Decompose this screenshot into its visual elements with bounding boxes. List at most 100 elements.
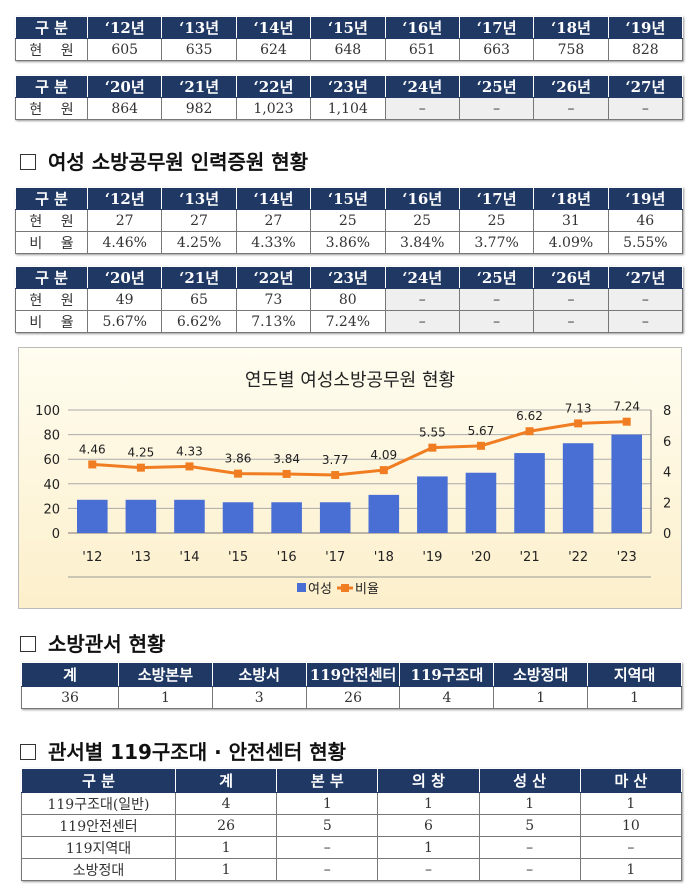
column-header: ‘14년 xyxy=(235,16,312,39)
column-header: 본 부 xyxy=(276,768,379,793)
staff-table-2012-2019: 구 분 ‘12년 ‘13년 ‘14년 ‘15년 ‘16년 ‘17년 ‘18년 ‘19년 현 원 60… xyxy=(15,16,684,61)
point-ratio xyxy=(476,441,485,450)
column-header: 마 산 xyxy=(579,768,683,793)
column-header: 119안전센터 xyxy=(305,662,401,687)
table-cell: 1 xyxy=(579,858,683,881)
header-row: 구 분 ‘20년 ‘21년 ‘22년 ‘23년 ‘24년 ‘25년 ‘26년 ‘27년 xyxy=(15,266,684,289)
table-row: 소방정대 1– – –1 xyxy=(21,858,683,881)
bar-women xyxy=(271,502,302,533)
y2-tick-label: 8 xyxy=(663,404,671,419)
header-row: 구 분 ‘12년 ‘13년 ‘14년 ‘15년 ‘16년 ‘17년 ‘18년 ‘19년 xyxy=(15,187,684,210)
x-tick-label: '22 xyxy=(568,550,588,565)
column-header: ‘19년 xyxy=(607,187,684,210)
table-cell: 6 xyxy=(377,814,480,837)
table-cell: 10 xyxy=(579,814,683,837)
row-label: 현 원 xyxy=(15,288,88,311)
table-cell: – xyxy=(458,288,535,311)
table-cell: – xyxy=(607,310,684,333)
bar-women xyxy=(77,499,108,533)
column-header: ‘13년 xyxy=(161,187,237,210)
legend-label-ratio: 비율 xyxy=(355,582,379,597)
table-cell: 65 xyxy=(161,288,237,311)
table-cell: 1,023 xyxy=(235,97,312,120)
legend-label-women: 여성 xyxy=(308,582,332,597)
table-cell: – xyxy=(607,288,684,311)
section-title-text: 관서별 119구조대 · 안전센터 현황 xyxy=(48,740,346,764)
table-cell: 1 xyxy=(174,836,278,859)
staff-table-2020-2027: 구 분 ‘20년 ‘21년 ‘22년 ‘23년 ‘24년 ‘25년 ‘26년 ‘27년 현 원 86… xyxy=(15,75,684,120)
row-label: 현 원 xyxy=(15,97,88,120)
table-cell: – xyxy=(458,97,535,120)
row-label: 36 xyxy=(21,686,119,709)
bar-women xyxy=(417,476,448,533)
y2-tick-label: 0 xyxy=(663,527,671,542)
y-tick-label: 40 xyxy=(43,478,60,493)
table-cell: 5.67% xyxy=(86,310,163,333)
column-header: 구 분 xyxy=(15,187,88,210)
section-title-stations: 소방관서 현황 xyxy=(20,628,165,657)
x-tick-label: '18 xyxy=(374,550,394,565)
point-ratio xyxy=(379,466,388,475)
column-header: ‘22년 xyxy=(235,75,312,98)
column-header: ‘23년 xyxy=(310,266,386,289)
table-cell: – xyxy=(607,97,684,120)
data-label: 3.84 xyxy=(273,452,300,466)
table-row: 현 원 27 27 27 25 25 25 31 46 xyxy=(15,209,684,232)
table-cell: 1 xyxy=(579,792,683,815)
data-label: 3.86 xyxy=(225,452,252,466)
data-label: 6.62 xyxy=(516,409,543,423)
column-header: ‘18년 xyxy=(533,187,609,210)
column-header: ‘21년 xyxy=(161,75,237,98)
row-label: 119지역대 xyxy=(21,836,176,859)
column-header: ‘23년 xyxy=(310,75,386,98)
table-cell: 663 xyxy=(458,38,535,61)
column-header: 계 xyxy=(174,768,278,793)
column-header: 구 분 xyxy=(15,16,88,39)
column-header: 지역대 xyxy=(587,662,682,687)
table-cell: 4 xyxy=(399,686,495,709)
table-row: 36 1 3 26 4 1 1 xyxy=(21,686,682,709)
checkbox-bullet-icon xyxy=(20,636,36,652)
bar-women xyxy=(611,434,642,533)
line-ratio xyxy=(92,420,627,477)
column-header: ‘24년 xyxy=(384,266,460,289)
table-cell: 4.25% xyxy=(161,231,237,254)
point-ratio xyxy=(331,471,340,480)
data-label: 3.77 xyxy=(322,453,349,467)
bar-women xyxy=(562,443,594,533)
column-header: ‘15년 xyxy=(310,187,386,210)
table-cell: 3.77% xyxy=(458,231,535,254)
bar-women xyxy=(222,502,254,533)
table-cell: 828 xyxy=(607,38,684,61)
women-table-2020-2027: 구 분 ‘20년 ‘21년 ‘22년 ‘23년 ‘24년 ‘25년 ‘26년 ‘27년 현 원 49… xyxy=(15,266,684,333)
table-row: 현 원 605 635 624 648 651 663 758 828 xyxy=(15,38,684,61)
table-cell: – xyxy=(478,858,581,881)
chart-title: 연도별 여성소방공무원 현황 xyxy=(245,370,455,391)
table-cell: 26 xyxy=(174,814,278,837)
table-cell: – xyxy=(533,288,609,311)
table-cell: 624 xyxy=(235,38,312,61)
table-cell: 651 xyxy=(384,38,460,61)
y2-tick-label: 2 xyxy=(663,496,671,511)
bar-women xyxy=(319,502,351,533)
table-cell: 27 xyxy=(161,209,237,232)
data-label: 5.67 xyxy=(468,424,495,438)
table-cell: 4.09% xyxy=(533,231,609,254)
data-label: 4.25 xyxy=(128,446,155,460)
table-row: 119안전센터 26 5 6 5 10 xyxy=(21,814,683,837)
table-cell: 635 xyxy=(161,38,237,61)
table-row: 119구조대(일반) 4 1 1 1 1 xyxy=(21,792,683,815)
column-header: ‘16년 xyxy=(384,187,460,210)
column-header: ‘27년 xyxy=(607,75,684,98)
row-label: 119구조대(일반) xyxy=(21,792,176,815)
table-cell: 5.55% xyxy=(607,231,684,254)
x-tick-label: '16 xyxy=(277,550,297,565)
table-cell: 25 xyxy=(310,209,386,232)
section-title-text: 소방관서 현황 xyxy=(48,632,166,656)
data-label: 4.09 xyxy=(370,448,397,462)
column-header: 계 xyxy=(21,662,119,687)
column-header: 소방서 xyxy=(211,662,307,687)
table-cell: 1 xyxy=(118,686,213,709)
